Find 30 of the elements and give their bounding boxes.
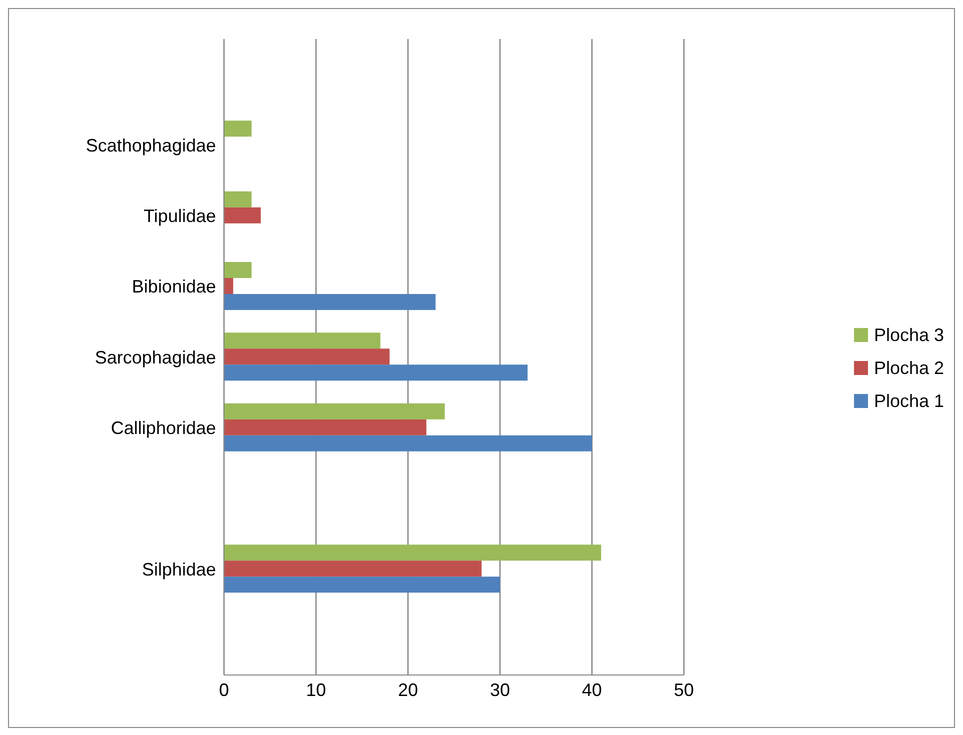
x-tick-label: 20	[398, 680, 418, 700]
x-tick-label: 40	[582, 680, 602, 700]
legend-label: Plocha 2	[874, 358, 944, 378]
bar	[224, 419, 426, 436]
legend-label: Plocha 1	[874, 390, 944, 412]
y-tick-label: Bibionidae	[132, 276, 216, 297]
y-tick-label: Scathophagidae	[86, 135, 216, 156]
bar	[224, 435, 592, 452]
bar	[224, 120, 252, 137]
y-tick-label: Calliphoridae	[110, 418, 216, 438]
bar	[224, 576, 500, 593]
bar	[224, 332, 380, 349]
bar	[224, 191, 252, 208]
bar	[224, 560, 482, 577]
x-tick-label: 0	[218, 680, 230, 700]
y-tick-label: Sarcophagidae	[94, 347, 216, 368]
bar	[224, 294, 436, 310]
legend-label: Plocha 3	[874, 324, 944, 346]
bar	[224, 544, 602, 561]
bar	[224, 262, 252, 278]
x-tick-label: 10	[306, 680, 326, 700]
x-tick-label: 30	[490, 680, 510, 700]
x-tick-label: 50	[674, 680, 694, 700]
bar	[224, 207, 261, 224]
y-tick-label: Silphidae	[142, 559, 216, 580]
bar	[224, 278, 234, 294]
bar	[224, 403, 445, 420]
bar	[224, 364, 528, 381]
y-tick-label: Tipulidae	[144, 206, 216, 226]
bar	[224, 348, 390, 365]
